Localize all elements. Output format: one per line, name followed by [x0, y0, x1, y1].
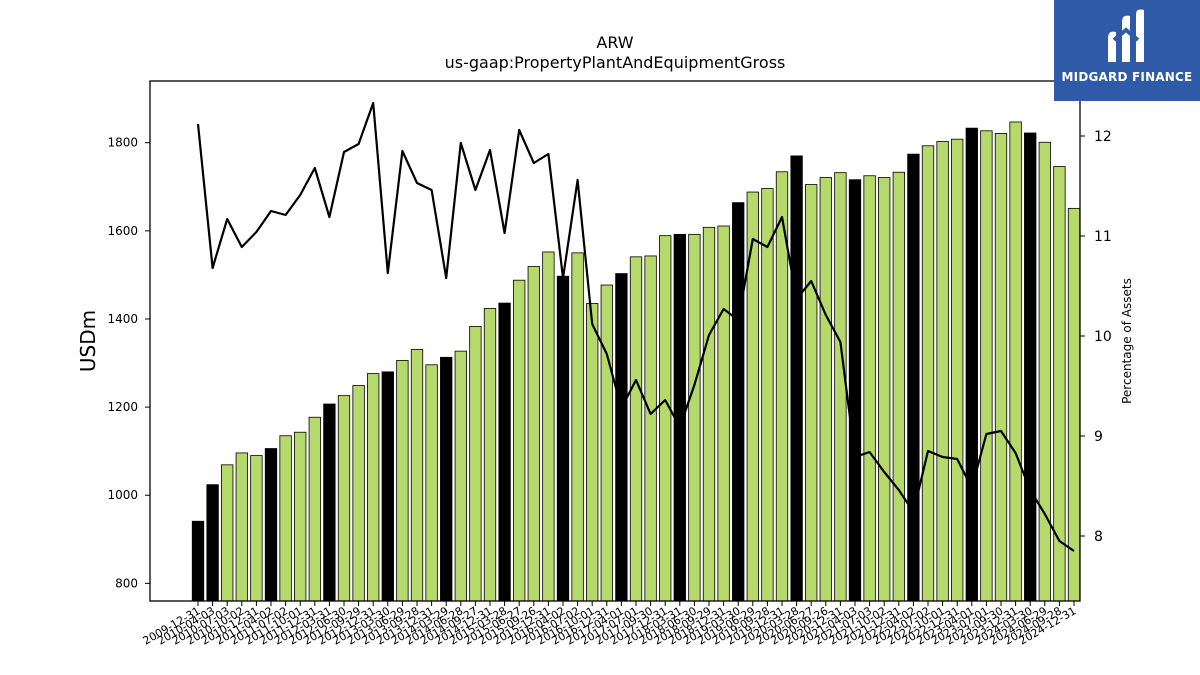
midgard-finance-logo: MIDGARD FINANCE [1054, 0, 1200, 101]
bar-2023-12-31 [1009, 121, 1022, 602]
y2-tick-label: 12 [1094, 129, 1112, 145]
bar-2022-04-02 [907, 153, 920, 602]
bar-2022-12-31 [951, 138, 964, 602]
bar-2017-09-30 [644, 255, 657, 602]
percentage-line [196, 101, 1075, 552]
bar-2024-06-29 [1038, 141, 1051, 602]
bar-2010-07-03 [221, 464, 234, 602]
bar-2011-07-02 [279, 435, 292, 602]
bar-2020-09-26 [819, 177, 832, 602]
bar-2014-09-27 [469, 326, 482, 602]
bar-2023-04-01 [965, 127, 978, 602]
bar-2012-09-29 [352, 385, 365, 602]
bar-2011-10-01 [294, 431, 307, 602]
chart-title: ARW [596, 33, 633, 52]
y-tick-label: 1400 [107, 312, 138, 326]
y2-tick-label: 10 [1094, 329, 1112, 345]
bar-2011-04-02 [264, 448, 278, 602]
bar-2013-03-30 [381, 371, 394, 602]
bar-2020-12-31 [834, 172, 847, 602]
logo-text: MIDGARD FINANCE [1061, 70, 1193, 84]
bar-2019-03-30 [732, 202, 745, 602]
plot-frame [149, 80, 1081, 602]
y-tick-label: 1000 [107, 488, 138, 502]
bar-2010-10-02 [235, 452, 248, 602]
bar-2017-12-31 [659, 235, 672, 602]
axes-group: 80010001200140016001800891011122009-12-3… [107, 80, 1112, 648]
bar-2016-07-02 [571, 252, 584, 602]
y2-tick-label: 9 [1094, 429, 1103, 445]
bar-2015-06-27 [513, 279, 526, 602]
bar-2012-06-30 [337, 395, 351, 602]
chart-subtitle: us-gaap:PropertyPlantAndEquipmentGross [445, 53, 786, 72]
bar-2016-12-31 [600, 284, 613, 602]
bar-2014-03-29 [440, 356, 453, 602]
bar-2010-12-31 [250, 455, 263, 602]
y-tick-label: 1800 [107, 136, 138, 150]
bar-2018-12-31 [717, 225, 730, 602]
bar-2016-04-02 [556, 275, 570, 602]
logo-mark-icon [1108, 9, 1144, 63]
y-tick-label: 1600 [107, 224, 138, 238]
bar-2013-12-31 [425, 364, 438, 602]
bar-2014-06-28 [454, 350, 467, 602]
bar-2021-07-03 [863, 175, 876, 602]
bar-2012-03-31 [323, 403, 336, 602]
bar-2021-12-31 [892, 171, 905, 602]
bar-2019-06-29 [746, 191, 759, 602]
y2-axis-label: Percentage of Assets [1120, 278, 1134, 404]
bar-2016-10-01 [586, 303, 599, 602]
bar-2011-12-31 [308, 416, 321, 602]
y-tick-label: 800 [115, 576, 138, 590]
bar-2015-12-31 [542, 251, 555, 602]
bar-2013-06-29 [396, 359, 409, 602]
bar-2017-04-01 [615, 273, 628, 602]
bar-2015-09-26 [527, 266, 540, 602]
bar-2018-06-30 [688, 233, 701, 602]
bar-2021-10-02 [878, 177, 891, 602]
y-axis-label: USDm [76, 310, 100, 372]
bar-2021-04-03 [848, 179, 862, 602]
bar-2022-10-01 [936, 140, 949, 602]
bar-2013-09-28 [410, 348, 424, 602]
bar-2020-03-28 [790, 155, 803, 602]
bar-2015-03-28 [498, 302, 511, 602]
bar-2009-12-31 [191, 520, 205, 602]
bar-2014-12-31 [483, 307, 497, 602]
line-group [196, 101, 1075, 552]
bar-2024-03-30 [1024, 132, 1037, 602]
bar-2023-09-30 [994, 133, 1008, 602]
bar-2024-12-31 [1067, 207, 1081, 602]
bar-2022-07-02 [921, 145, 935, 602]
y-tick-label: 1200 [107, 400, 138, 414]
bar-2020-06-27 [805, 184, 818, 602]
bar-2010-04-03 [206, 484, 219, 602]
bar-2012-12-31 [367, 373, 380, 602]
y2-tick-label: 8 [1094, 529, 1103, 545]
bar-2023-07-01 [980, 130, 993, 602]
bar-2019-09-28 [761, 188, 774, 602]
bar-2018-09-29 [702, 226, 716, 602]
bar-2017-07-01 [629, 256, 643, 602]
bars-group [191, 121, 1081, 602]
y2-tick-label: 11 [1094, 229, 1112, 245]
